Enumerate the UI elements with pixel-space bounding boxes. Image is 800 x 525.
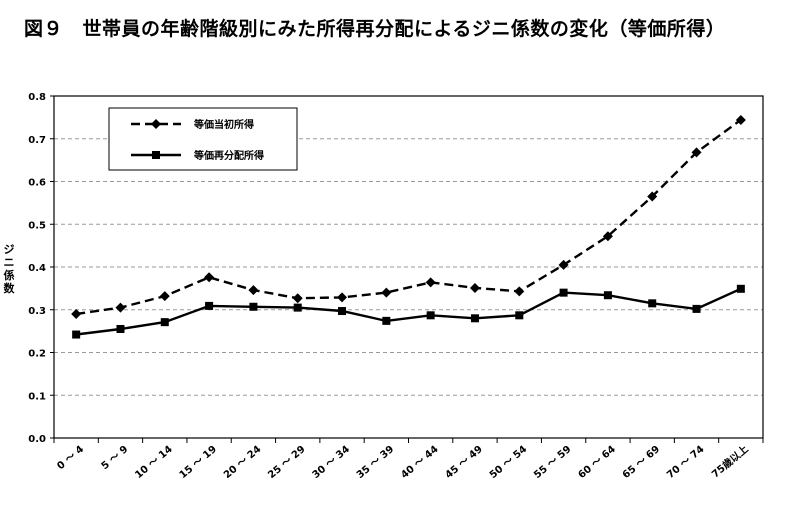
data-point-square xyxy=(205,301,214,310)
data-point-square xyxy=(426,311,435,320)
y-axis-label: ジニ係数 xyxy=(3,243,15,295)
x-tick-label: 50 ～ 54 xyxy=(488,444,529,481)
data-point-square xyxy=(338,307,347,316)
legend-label: 等価当初所得 xyxy=(194,118,254,131)
data-point-square xyxy=(116,324,125,333)
x-tick-label: 75歳以上 xyxy=(709,442,751,480)
data-point-diamond xyxy=(691,147,702,158)
x-tick-label: 30 ～ 34 xyxy=(311,444,352,481)
data-point-square xyxy=(160,318,169,327)
y-tick-label: 0.6 xyxy=(28,178,46,189)
chart-title: 図９ 世帯員の年齢階級別にみた所得再分配によるジニ係数の変化（等価所得） xyxy=(24,18,726,40)
data-point-diamond xyxy=(647,191,658,202)
data-point-diamond xyxy=(514,286,525,297)
data-point-square xyxy=(692,304,701,313)
x-tick-label: 45 ～ 49 xyxy=(444,444,485,481)
y-tick-label: 0.1 xyxy=(28,391,46,402)
data-point-diamond xyxy=(381,287,392,298)
x-tick-label: 35 ～ 39 xyxy=(355,444,396,481)
y-tick-label: 0.8 xyxy=(28,92,46,103)
data-point-diamond xyxy=(159,291,170,302)
data-point-square xyxy=(736,284,745,293)
data-point-diamond xyxy=(735,114,746,125)
legend-label: 等価再分配所得 xyxy=(194,149,264,162)
data-point-diamond xyxy=(115,302,126,313)
y-tick-label: 0.4 xyxy=(28,263,46,274)
data-point-diamond xyxy=(469,282,480,293)
data-point-square xyxy=(648,299,657,308)
data-point-square xyxy=(559,288,568,297)
series-line-1 xyxy=(76,118,742,316)
data-point-square xyxy=(293,303,302,312)
x-tick-label: 60 ～ 64 xyxy=(576,444,617,481)
x-tick-label: 5 ～ 9 xyxy=(100,444,131,472)
x-tick-label: 65 ～ 69 xyxy=(621,444,662,481)
y-tick-label: 0.0 xyxy=(28,434,46,445)
data-point-square xyxy=(382,316,391,325)
x-tick-label: 15 ～ 19 xyxy=(178,444,219,481)
data-point-square xyxy=(470,314,479,323)
x-tick-label: 10 ～ 14 xyxy=(133,444,174,481)
data-point-diamond xyxy=(337,292,348,303)
data-point-diamond xyxy=(71,309,82,320)
data-point-diamond xyxy=(248,285,259,296)
series-line-2 xyxy=(76,287,742,336)
x-tick-label: 20 ～ 24 xyxy=(222,444,263,481)
x-tick-label: 25 ～ 29 xyxy=(266,444,307,481)
data-point-square xyxy=(515,311,524,320)
y-tick-label: 0.2 xyxy=(28,349,46,360)
data-point-diamond xyxy=(602,231,613,242)
data-point-diamond xyxy=(558,259,569,270)
data-point-diamond xyxy=(292,293,303,304)
data-point-diamond xyxy=(425,277,436,288)
data-point-square xyxy=(249,302,258,311)
x-tick-label: 0 ～ 4 xyxy=(55,444,86,472)
y-tick-label: 0.7 xyxy=(28,135,46,146)
y-tick-label: 0.5 xyxy=(28,220,46,231)
legend-marker xyxy=(152,151,160,159)
data-point-square xyxy=(72,330,81,339)
x-tick-label: 40 ～ 44 xyxy=(399,444,440,481)
data-point-square xyxy=(603,291,612,300)
data-point-diamond xyxy=(204,272,215,283)
y-tick-label: 0.3 xyxy=(28,306,46,317)
legend-marker xyxy=(151,119,161,129)
x-tick-label: 55 ～ 59 xyxy=(532,444,573,481)
legend xyxy=(108,107,298,171)
x-tick-label: 70 ～ 74 xyxy=(665,444,706,481)
